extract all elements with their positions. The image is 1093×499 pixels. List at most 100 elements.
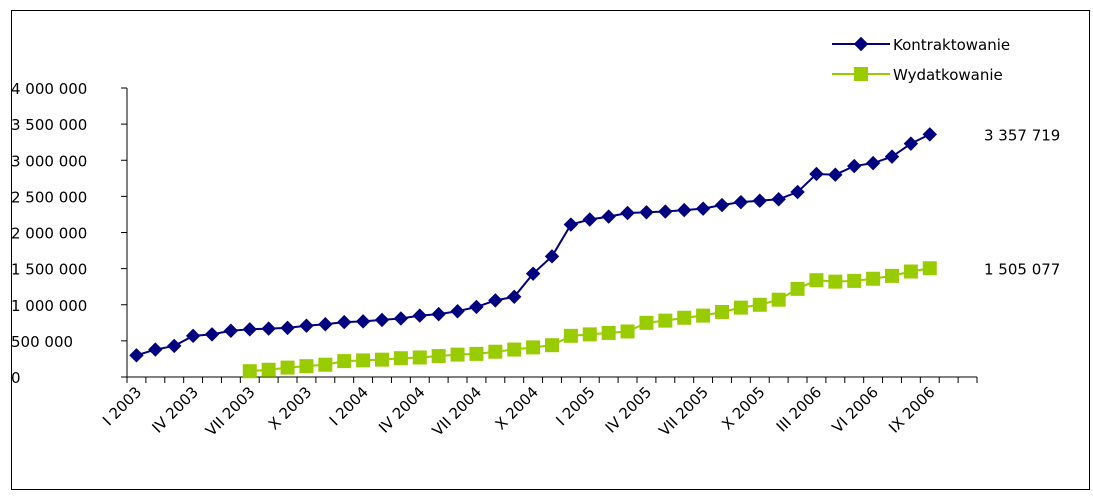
data-point	[828, 167, 843, 182]
data-point	[507, 342, 522, 357]
y-tick-label: 500 000	[11, 333, 73, 351]
legend-label: Wydatkowanie	[893, 66, 1003, 84]
x-tick-label: X 2003	[265, 383, 315, 433]
data-point	[790, 281, 805, 296]
data-point	[847, 158, 862, 174]
legend-marker	[854, 67, 868, 81]
data-point	[903, 136, 919, 151]
data-point	[828, 274, 843, 289]
data-point	[771, 192, 786, 207]
x-tick-label: I 2005	[552, 383, 598, 429]
x-tick-label: I 2004	[326, 383, 372, 429]
y-tick-label: 0	[11, 369, 21, 387]
data-point	[696, 308, 711, 323]
data-point	[280, 360, 295, 375]
legend-item: Wydatkowanie	[832, 66, 1003, 84]
data-point	[261, 321, 276, 336]
data-point	[695, 201, 711, 216]
x-tick-label: IX 2006	[885, 383, 938, 436]
series-line	[136, 133, 931, 357]
data-point	[601, 209, 616, 224]
data-point	[469, 346, 484, 361]
chart-frame	[11, 10, 1090, 490]
data-point	[771, 292, 786, 307]
y-tick-label: 3 000 000	[11, 152, 87, 170]
data-point	[639, 205, 654, 220]
x-tick-label: IV 2003	[148, 383, 201, 436]
data-point	[620, 205, 635, 221]
data-point	[922, 127, 937, 142]
data-point	[412, 350, 427, 365]
data-point	[393, 351, 408, 366]
data-point	[167, 338, 182, 354]
legend-item: Kontraktowanie	[832, 36, 1010, 54]
data-point	[375, 352, 389, 367]
data-point	[639, 315, 654, 330]
x-tick-label: IV 2005	[602, 383, 655, 436]
series-wydatkowanie	[242, 261, 937, 379]
data-point	[582, 327, 597, 342]
data-point	[469, 299, 484, 315]
series-layer	[129, 127, 937, 379]
x-tick-label: VII 2004	[429, 383, 486, 440]
series-line	[249, 267, 930, 373]
data-point	[431, 349, 446, 364]
data-point	[903, 264, 918, 279]
data-point	[337, 314, 352, 330]
data-point	[601, 325, 616, 340]
x-tick-label: IV 2004	[375, 383, 428, 436]
data-point	[677, 202, 692, 218]
data-point	[393, 311, 409, 326]
legend-label: Kontraktowanie	[893, 36, 1010, 54]
data-point	[809, 166, 824, 182]
data-point	[204, 327, 220, 342]
legend: Kontraktowanie Wydatkowanie	[832, 36, 1010, 84]
data-point	[525, 266, 541, 281]
data-point	[185, 328, 201, 344]
data-point	[658, 204, 673, 219]
data-point	[299, 359, 314, 374]
data-point	[337, 354, 352, 369]
chart-axes: 0 500 000 1 000 000 1 500 000 2 000 000 2 500…	[11, 80, 978, 440]
y-tick-label: 2 000 000	[11, 225, 87, 243]
data-point	[885, 268, 899, 283]
data-point	[847, 273, 862, 288]
data-point	[544, 249, 560, 264]
data-point	[450, 347, 465, 362]
data-point	[280, 320, 295, 336]
x-tick-label: X 2004	[492, 383, 542, 433]
end-value-label: 3 357 719	[984, 126, 1060, 144]
data-point	[242, 364, 257, 379]
data-point	[620, 324, 635, 339]
data-point	[563, 217, 579, 232]
data-point	[412, 308, 427, 323]
data-point	[318, 357, 333, 372]
data-point	[507, 289, 522, 305]
data-point	[658, 313, 673, 328]
data-point	[752, 297, 767, 312]
y-tick-label: 4 000 000	[11, 80, 87, 98]
x-tick-label: VII 2003	[202, 383, 259, 440]
x-tick-label: VII 2005	[655, 383, 712, 440]
x-tick-label: VI 2006	[828, 383, 881, 436]
data-point	[545, 338, 559, 353]
data-point	[431, 306, 446, 322]
data-point	[318, 317, 333, 332]
data-point	[374, 312, 390, 328]
data-point	[148, 342, 163, 357]
x-tick-label: X 2005	[718, 383, 768, 433]
data-point	[733, 194, 749, 210]
data-point	[356, 353, 371, 368]
data-point	[922, 261, 937, 276]
y-tick-label: 2 500 000	[11, 188, 87, 206]
data-point	[714, 197, 730, 213]
legend-marker	[853, 36, 869, 52]
x-tick-label: III 2006	[773, 383, 825, 435]
data-point	[790, 184, 805, 200]
data-point	[450, 304, 465, 319]
data-point	[809, 273, 824, 288]
data-point	[526, 340, 541, 355]
x-tick-label: I 2003	[99, 383, 145, 429]
data-point	[223, 323, 239, 338]
data-point	[865, 155, 881, 171]
